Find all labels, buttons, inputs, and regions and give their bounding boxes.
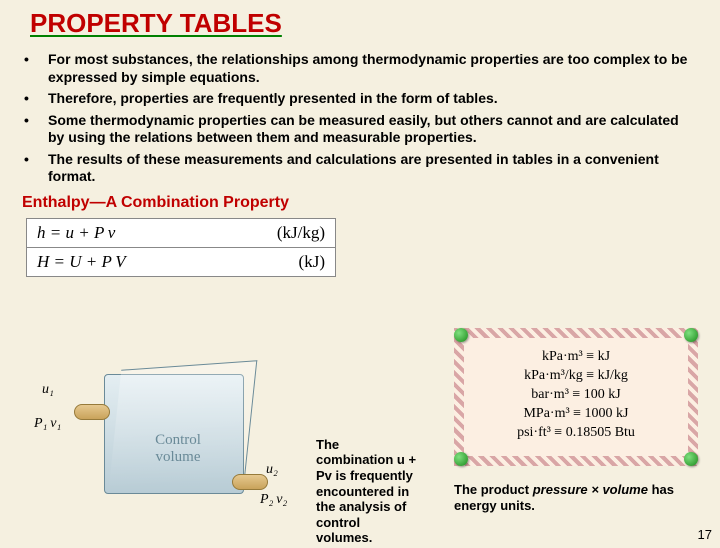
- cv-label: Control volume: [138, 432, 218, 466]
- equation-lhs: H = U + P V: [37, 252, 126, 272]
- equation-row: h = u + P v (kJ/kg): [26, 218, 336, 248]
- pin-icon: [454, 328, 468, 342]
- page-title: PROPERTY TABLES: [30, 8, 720, 39]
- cv-port-1-icon: [74, 404, 110, 420]
- pin-icon: [454, 452, 468, 466]
- subheading: Enthalpy—A Combination Property: [22, 194, 720, 212]
- unit-line: MPa·m³ ≡ 1000 kJ: [470, 406, 682, 422]
- bullet-text: Therefore, properties are frequently pre…: [48, 90, 498, 108]
- equation-unit: (kJ/kg): [277, 223, 325, 243]
- symbol-u1: u₁: [42, 382, 54, 398]
- bullet-marker: •: [24, 51, 48, 86]
- units-caption: The product pressure × volume has energy…: [454, 482, 698, 513]
- unit-line: psi·ft³ ≡ 0.18505 Btu: [470, 425, 682, 441]
- bullet-item: • Therefore, properties are frequently p…: [24, 90, 696, 108]
- pin-icon: [684, 328, 698, 342]
- control-volume-figure: Control volume u₁ P₁ v₁ u₂ P₂ v₂: [34, 346, 294, 546]
- unit-line: bar·m³ ≡ 100 kJ: [470, 387, 682, 403]
- caption-em: pressure × volume: [533, 482, 648, 497]
- lower-region: Control volume u₁ P₁ v₁ u₂ P₂ v₂ The com…: [0, 318, 720, 548]
- pin-icon: [684, 452, 698, 466]
- unit-line: kPa·m³ ≡ kJ: [470, 349, 682, 365]
- symbol-p1v1: P₁ v₁: [34, 416, 61, 432]
- mid-caption: The combination u + Pv is frequently enc…: [316, 437, 418, 546]
- equation-unit: (kJ): [299, 252, 325, 272]
- bullet-text: For most substances, the relationships a…: [48, 51, 696, 86]
- bullet-item: • Some thermodynamic properties can be m…: [24, 112, 696, 147]
- units-box: kPa·m³ ≡ kJ kPa·m³/kg ≡ kJ/kg bar·m³ ≡ 1…: [454, 328, 698, 466]
- cv-port-2-icon: [232, 474, 268, 490]
- caption-pre: The product: [454, 482, 533, 497]
- bullet-marker: •: [24, 112, 48, 147]
- symbol-p2v2: P₂ v₂: [260, 492, 287, 508]
- bullet-text: The results of these measurements and ca…: [48, 151, 696, 186]
- bullet-text: Some thermodynamic properties can be mea…: [48, 112, 696, 147]
- bullet-item: • The results of these measurements and …: [24, 151, 696, 186]
- equation-row: H = U + P V (kJ): [26, 248, 336, 277]
- unit-line: kPa·m³/kg ≡ kJ/kg: [470, 368, 682, 384]
- symbol-u2: u₂: [266, 462, 278, 478]
- bullet-marker: •: [24, 90, 48, 108]
- bullet-marker: •: [24, 151, 48, 186]
- equation-lhs: h = u + P v: [37, 223, 115, 243]
- equation-block: h = u + P v (kJ/kg) H = U + P V (kJ): [26, 218, 336, 277]
- bullet-item: • For most substances, the relationships…: [24, 51, 696, 86]
- bullet-list: • For most substances, the relationships…: [24, 51, 696, 186]
